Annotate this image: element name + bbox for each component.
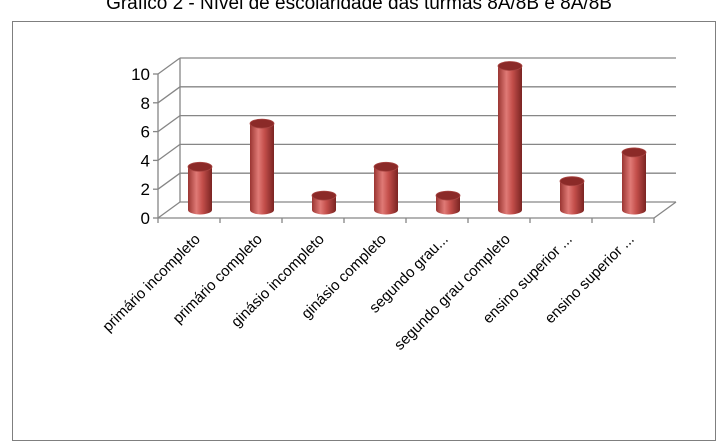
bar-body	[498, 66, 522, 215]
gridlines	[157, 57, 676, 219]
bar-top	[621, 147, 647, 158]
y-tick-label: 4	[141, 151, 150, 170]
gridline-side-5	[157, 57, 181, 75]
chart-title: Gráfico 2 - Nível de escolaridade das tu…	[106, 0, 612, 14]
y-tick-label: 2	[141, 180, 150, 199]
bar	[187, 161, 213, 215]
y-tick-label: 10	[131, 65, 150, 84]
y-axis: 0 2 4 6 8 10	[131, 65, 158, 228]
bar-top	[311, 190, 337, 201]
bar	[311, 190, 337, 215]
y-tick-label: 8	[141, 94, 150, 113]
y-tick-label: 0	[141, 209, 150, 228]
bar	[621, 147, 647, 215]
bar-body	[250, 123, 274, 215]
bar-body	[622, 152, 646, 215]
bar-top	[559, 176, 585, 187]
chart-floor	[158, 201, 677, 219]
bar	[249, 118, 275, 215]
x-tick-label: segundo grau completo	[391, 231, 514, 354]
bar-top	[373, 161, 399, 172]
gridline-side-0	[157, 201, 181, 219]
floor-right-edge	[653, 201, 677, 219]
bar	[373, 161, 399, 215]
bar	[435, 190, 461, 215]
bar	[559, 176, 585, 215]
y-tick-label: 6	[141, 123, 150, 142]
bar-body	[374, 166, 398, 215]
gridline-side-4	[157, 86, 181, 104]
gridline-side-2	[157, 143, 181, 161]
bars	[187, 61, 647, 215]
bar-top	[187, 161, 213, 172]
bar-body	[188, 166, 212, 215]
bar-top	[249, 118, 275, 129]
bar-top	[497, 61, 523, 71]
bar-body	[312, 195, 336, 215]
gridline-side-1	[157, 172, 181, 190]
bar	[497, 61, 523, 215]
bar-body	[560, 181, 584, 215]
bar-top	[435, 190, 461, 201]
bar-body	[436, 195, 460, 215]
gridline-side-3	[157, 115, 181, 133]
